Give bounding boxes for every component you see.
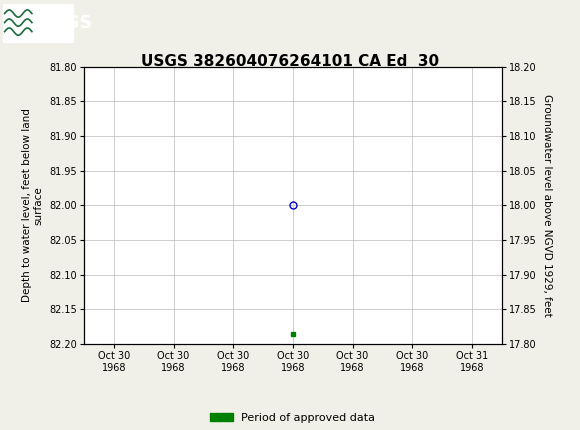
Legend: Period of approved data: Period of approved data: [206, 408, 380, 427]
Text: USGS 382604076264101 CA Ed  30: USGS 382604076264101 CA Ed 30: [141, 54, 439, 69]
Text: USGS: USGS: [38, 14, 93, 31]
Y-axis label: Depth to water level, feet below land
surface: Depth to water level, feet below land su…: [22, 108, 44, 302]
Bar: [3, 3, 72, 42]
Y-axis label: Groundwater level above NGVD 1929, feet: Groundwater level above NGVD 1929, feet: [542, 94, 552, 317]
